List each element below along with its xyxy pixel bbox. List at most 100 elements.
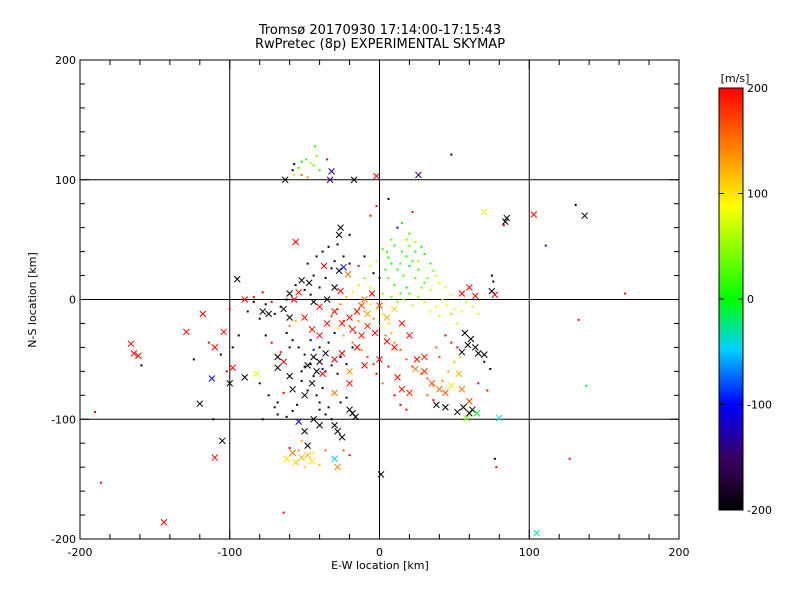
scatter-dot [493, 457, 496, 460]
scatter-dot [363, 255, 366, 258]
scatter-cross [310, 298, 317, 306]
scatter-cross [471, 344, 479, 351]
scatter-dot [384, 334, 387, 337]
scatter-dot [405, 238, 408, 241]
scatter-cross [211, 454, 219, 461]
scatter-cross [465, 397, 473, 405]
scatter-dot [315, 255, 318, 258]
scatter-dot [345, 396, 348, 399]
scatter-dot [258, 382, 261, 385]
scatter-dot [273, 312, 276, 315]
scatter-dot [426, 377, 429, 380]
scatter-dot [258, 317, 261, 320]
scatter-cross [259, 308, 267, 315]
scatter-cross [376, 356, 383, 363]
scatter-cross [331, 284, 338, 291]
scatter-cross [135, 352, 142, 360]
scatter-dot [577, 318, 580, 321]
scatter-dot [336, 327, 339, 330]
scatter-dot [336, 243, 339, 246]
scatter-dot [502, 224, 505, 227]
scatter-dot [429, 310, 432, 313]
scatter-cross [398, 385, 406, 393]
scatter-dot [303, 365, 306, 368]
scatter-dot [372, 317, 375, 320]
scatter-cross [458, 290, 466, 297]
x-tick-label: 0 [376, 546, 383, 559]
scatter-dot [417, 260, 420, 263]
scatter-dot [465, 300, 468, 303]
scatter-dot [477, 312, 480, 315]
scatter-dot [435, 274, 438, 277]
scatter-dot [297, 166, 300, 169]
scatter-cross [383, 338, 391, 345]
scatter-dot [354, 332, 357, 335]
scatter-dot [326, 158, 329, 161]
scatter-dot [318, 463, 321, 466]
scatter-cross [421, 367, 428, 375]
scatter-dot [351, 341, 354, 344]
scatter-dot [492, 280, 495, 283]
scatter-cross [442, 389, 449, 397]
scatter-dot [438, 355, 441, 358]
scatter-dot [390, 332, 393, 335]
scatter-dot [288, 324, 291, 327]
scatter-dot [294, 320, 297, 323]
scatter-cross [458, 348, 466, 356]
scatter-cross [323, 320, 331, 327]
scatter-dot [372, 363, 375, 366]
scatter-cross [331, 389, 338, 397]
scatter-cross [130, 350, 138, 357]
scatter-cross [301, 314, 308, 321]
scatter-cross [358, 332, 365, 339]
scatter-dot [303, 466, 306, 469]
scatter-cross [391, 305, 398, 313]
scatter-dot [318, 346, 321, 349]
x-tick-label: -200 [68, 546, 93, 559]
x-tick-label: 100 [519, 546, 540, 559]
scatter-cross [337, 287, 344, 295]
scatter-dot [459, 355, 462, 358]
scatter-dot [293, 173, 296, 176]
scatter-cross [331, 421, 338, 429]
scatter-cross [530, 211, 538, 218]
scatter-cross [304, 362, 311, 369]
scatter-dot [261, 418, 264, 421]
data-points [93, 145, 627, 537]
scatter-dot [330, 267, 333, 270]
scatter-dot [212, 418, 215, 421]
scatter-dot [423, 281, 426, 284]
scatter-dot [342, 334, 345, 337]
scatter-dot [426, 394, 429, 397]
scatter-dot [333, 332, 336, 335]
scatter-dot [490, 274, 493, 277]
scatter-dot [405, 255, 408, 258]
scatter-dot [93, 411, 96, 414]
scatter-cross [383, 314, 391, 321]
scatter-dot [192, 358, 195, 361]
scatter-cross [316, 421, 323, 429]
scatter-dot [315, 394, 318, 397]
scatter-dot [471, 305, 474, 308]
scatter-dot [300, 379, 303, 382]
colorbar-tick-label: -100 [747, 399, 772, 412]
scatter-dot [414, 250, 417, 253]
scatter-dot [432, 399, 435, 402]
scatter-dot [432, 269, 435, 272]
scatter-dot [450, 341, 453, 344]
scatter-cross [281, 176, 289, 184]
scatter-dot [400, 250, 403, 253]
scatter-dot [429, 288, 432, 291]
scatter-dot [360, 348, 363, 351]
scatter-cross [290, 296, 298, 303]
y-tick-label: 0 [69, 294, 76, 307]
scatter-dot [296, 403, 299, 406]
scatter-cross [458, 385, 466, 393]
scatter-dot [357, 284, 360, 287]
scatter-cross [503, 214, 511, 222]
scatter-cross [533, 529, 541, 537]
scatter-cross [338, 350, 346, 357]
scatter-dot [441, 298, 444, 301]
scatter-cross [253, 370, 261, 378]
scatter-dot [225, 370, 228, 373]
